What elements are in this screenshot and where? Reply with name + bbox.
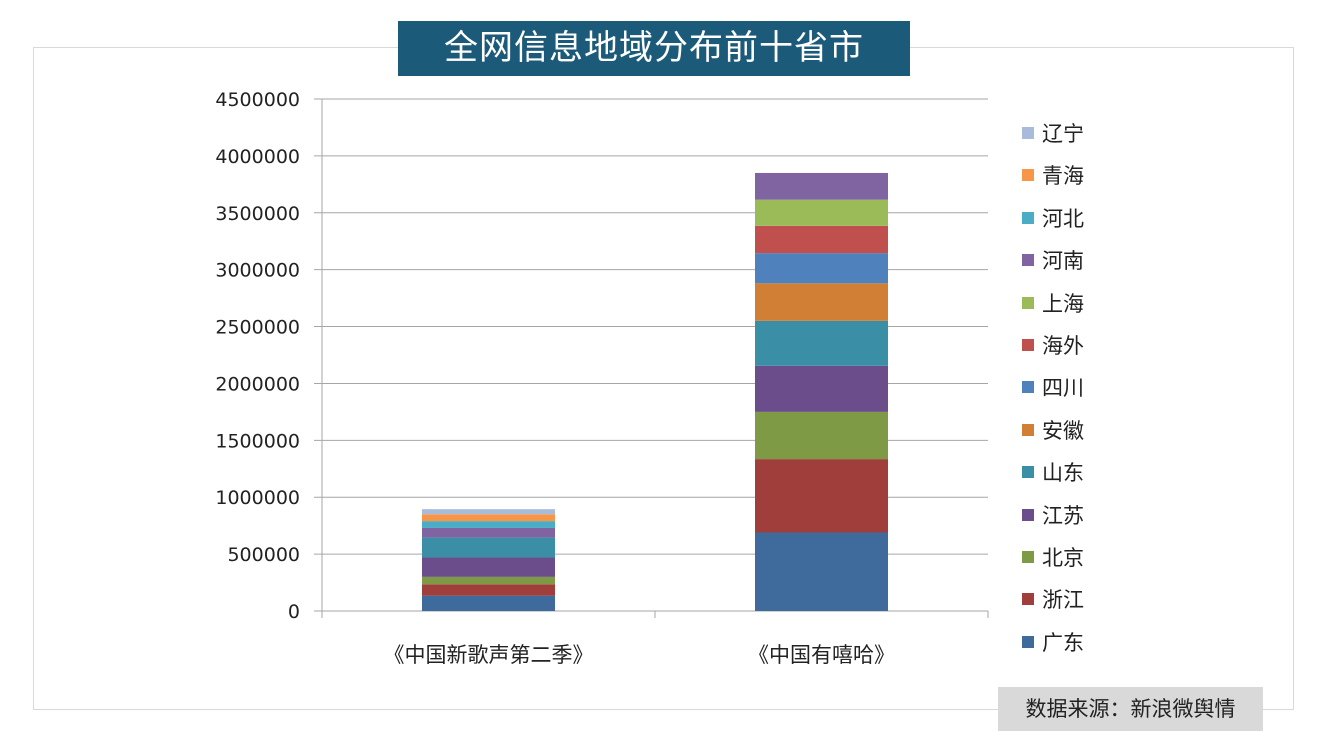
legend-item: 北京 (1022, 542, 1084, 572)
legend-item: 四川 (1022, 372, 1084, 402)
bar-segment (422, 595, 555, 611)
legend-label: 海外 (1042, 334, 1084, 358)
bar-segment (755, 365, 888, 412)
y-tick-label: 1000000 (215, 487, 300, 509)
bar-segment (422, 521, 555, 528)
bar-segment (755, 283, 888, 321)
y-tick-label: 2500000 (215, 317, 300, 339)
legend-label: 江苏 (1042, 503, 1084, 528)
bar-segment (755, 253, 888, 284)
y-tick-label: 1500000 (215, 430, 300, 452)
legend-swatch (1022, 339, 1034, 351)
y-tick-label: 3500000 (215, 203, 300, 225)
legend-label: 山东 (1042, 461, 1084, 486)
y-tick-label: 0 (288, 601, 300, 623)
legend-swatch (1022, 254, 1034, 267)
legend-item: 安徽 (1022, 415, 1084, 445)
bar-segment (422, 537, 555, 558)
legend-label: 辽宁 (1042, 122, 1084, 146)
legend-item: 河北 (1022, 203, 1084, 233)
chart-title: 全网信息地域分布前十省市 (398, 21, 910, 76)
legend-swatch (1022, 169, 1034, 182)
bar-segment (755, 199, 888, 226)
bar-segment (422, 514, 555, 522)
legend-item: 山东 (1022, 457, 1084, 487)
legend-label: 河北 (1042, 206, 1084, 231)
legend-swatch (1022, 466, 1034, 479)
legend-label: 上海 (1042, 291, 1084, 316)
bar-segment (422, 557, 555, 577)
bar-segment (422, 509, 555, 515)
bar-segment (422, 576, 555, 585)
x-tick-label: 《中国有嘻哈》 (748, 643, 895, 667)
legend-swatch (1022, 381, 1034, 394)
legend-item: 广东 (1022, 627, 1084, 657)
data-source-note: 数据来源：新浪微舆情 (998, 687, 1263, 731)
legend-item: 辽宁 (1022, 118, 1084, 148)
bar-segment (755, 225, 888, 254)
legend-swatch (1022, 296, 1034, 309)
y-tick-label: 500000 (227, 544, 300, 566)
legend-swatch (1022, 127, 1034, 139)
legend-label: 河南 (1042, 249, 1084, 274)
legend-swatch (1022, 423, 1034, 436)
y-tick-label: 4500000 (215, 89, 300, 111)
legend-swatch (1022, 551, 1034, 563)
legend-item: 河南 (1022, 245, 1084, 275)
bar-segment (755, 459, 888, 533)
axes (321, 99, 989, 618)
y-tick-label: 3000000 (215, 260, 300, 282)
legend-label: 北京 (1042, 546, 1084, 570)
bar-segment (755, 172, 888, 200)
legend-label: 四川 (1042, 376, 1084, 401)
bars (422, 172, 888, 611)
legend-item: 青海 (1022, 160, 1084, 190)
bar-segment (755, 411, 888, 460)
legend-item: 江苏 (1022, 500, 1084, 530)
legend-swatch (1022, 211, 1034, 224)
legend-label: 浙江 (1042, 588, 1084, 613)
bar-segment (755, 532, 888, 611)
legend-item: 海外 (1022, 330, 1084, 360)
x-tick-label: 《中国新歌声第二季》 (384, 643, 594, 667)
legend-item: 浙江 (1022, 584, 1084, 614)
legend-swatch (1022, 508, 1034, 521)
legend-item: 上海 (1022, 288, 1084, 318)
legend-label: 安徽 (1042, 418, 1084, 443)
y-axis-tick-labels: 0 500000 1000000 1500000 2000000 2500000 30000… (215, 89, 300, 623)
y-tick-label: 4000000 (215, 146, 300, 168)
y-tick-label: 2000000 (215, 373, 300, 395)
bar-segment (422, 584, 555, 596)
bar-segment (422, 527, 555, 538)
bar-segment (755, 320, 888, 366)
legend-swatch (1022, 635, 1034, 648)
legend-swatch (1022, 593, 1034, 606)
legend-label: 青海 (1042, 164, 1084, 189)
x-axis-tick-labels: 《中国新歌声第二季》 《中国有嘻哈》 (384, 643, 896, 667)
legend-label: 广东 (1042, 630, 1084, 655)
